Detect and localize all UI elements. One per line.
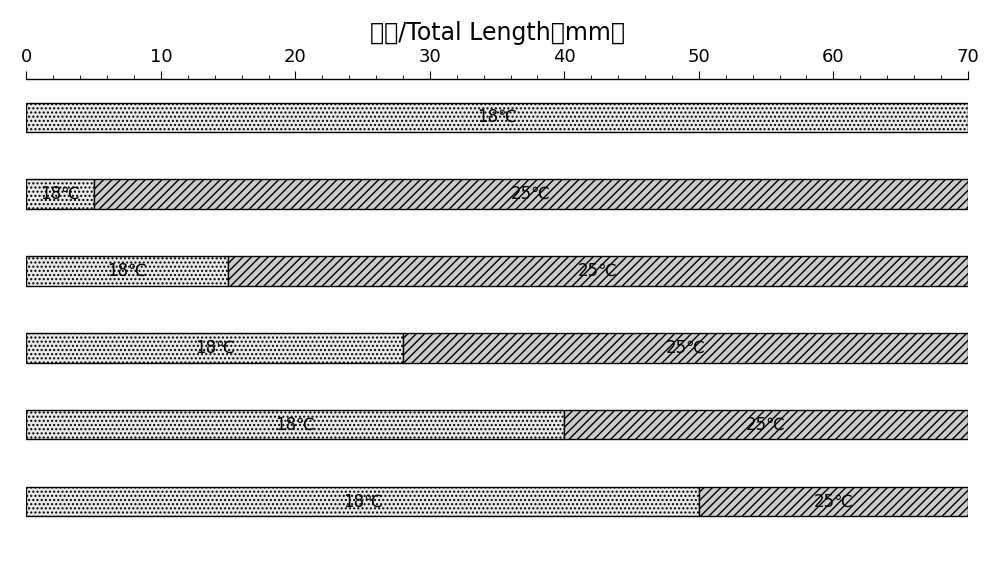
Bar — [26, 410, 564, 439]
Text: 25℃: 25℃ — [578, 262, 618, 280]
Text: 25℃: 25℃ — [746, 416, 786, 434]
Bar — [699, 487, 968, 516]
Text: 18℃: 18℃ — [195, 339, 235, 357]
Title: 全长/Total Length（mm）: 全长/Total Length（mm） — [370, 21, 625, 45]
Text: 18℃: 18℃ — [343, 493, 383, 511]
Bar — [228, 256, 968, 286]
Text: 25℃: 25℃ — [511, 185, 551, 203]
Bar — [26, 180, 94, 209]
Bar — [403, 333, 968, 362]
Bar — [26, 333, 403, 362]
Bar — [26, 487, 699, 516]
Text: 18℃: 18℃ — [40, 185, 80, 203]
Bar — [94, 180, 968, 209]
Bar — [26, 256, 228, 286]
Bar — [564, 410, 968, 439]
Text: 18℃: 18℃ — [107, 262, 147, 280]
Text: 18℃: 18℃ — [477, 108, 517, 126]
Bar — [26, 103, 968, 132]
Text: 18℃: 18℃ — [276, 416, 315, 434]
Text: 25℃: 25℃ — [813, 493, 853, 511]
Text: 25℃: 25℃ — [666, 339, 705, 357]
